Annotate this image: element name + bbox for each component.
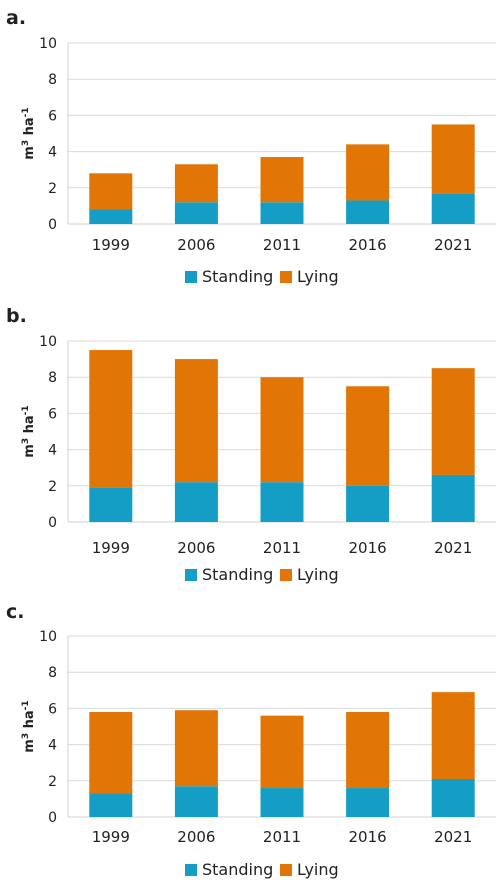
x-tick-label: 2021 xyxy=(434,828,472,846)
legend-label: Lying xyxy=(297,860,339,879)
chart-panel-1: a. 0 2 4 6 8 10 m3 ha-1 1999 2006 2011 2016 2021 Stan… xyxy=(6,7,496,286)
bar-lying xyxy=(174,710,218,787)
bar-lying xyxy=(89,173,133,210)
y-tick-label: 4 xyxy=(48,738,57,754)
bar-lying xyxy=(260,157,304,203)
bar-lying xyxy=(89,712,133,794)
bar-standing xyxy=(89,487,133,522)
y-axis-title: m3 ha-1 xyxy=(21,405,37,457)
bar-standing xyxy=(174,786,218,817)
y-tick-label: 6 xyxy=(48,701,57,717)
bar-standing xyxy=(89,209,133,224)
y-tick-label: 2 xyxy=(48,479,57,495)
panel-label: c. xyxy=(6,601,24,623)
bar-lying xyxy=(431,124,475,194)
legend: Standing Lying xyxy=(185,860,339,879)
legend: Standing Lying xyxy=(185,565,339,584)
y-tick-label: 6 xyxy=(48,108,57,124)
x-tick-label: 2016 xyxy=(349,236,387,254)
y-tick-label: 6 xyxy=(48,406,57,422)
y-tick-label: 4 xyxy=(48,443,57,459)
bar-standing xyxy=(89,793,133,817)
legend-swatch xyxy=(280,569,292,581)
bar-standing xyxy=(431,474,475,522)
bar-lying xyxy=(174,359,218,483)
x-tick-label: 2011 xyxy=(263,236,301,254)
bar-lying xyxy=(260,715,304,789)
y-tick-label: 4 xyxy=(48,145,57,161)
bar-lying xyxy=(346,712,390,789)
y-tick-label: 2 xyxy=(48,774,57,790)
bar-lying xyxy=(431,368,475,475)
panel-label: b. xyxy=(6,305,27,327)
legend-swatch xyxy=(185,569,197,581)
bar-lying xyxy=(260,377,304,483)
x-tick-label: 2011 xyxy=(263,828,301,846)
bar-standing xyxy=(346,788,390,817)
legend-label: Standing xyxy=(202,565,273,584)
x-tick-label: 1999 xyxy=(92,236,130,254)
bar-standing xyxy=(346,200,390,224)
y-tick-label: 10 xyxy=(39,629,57,645)
chart-panel-3: c. 0 2 4 6 8 10 m3 ha-1 1999 2006 2011 2016 2021 Stan… xyxy=(6,601,496,879)
panel-label: a. xyxy=(6,7,26,29)
chart-panel-2: b. 0 2 4 6 8 10 m3 ha-1 1999 2006 2011 2016 2021 Stan… xyxy=(6,305,496,584)
x-tick-label: 2021 xyxy=(434,539,472,557)
legend-label: Lying xyxy=(297,267,339,286)
y-tick-label: 2 xyxy=(48,181,57,197)
bar-standing xyxy=(431,778,475,817)
y-tick-label: 8 xyxy=(48,665,57,681)
legend-label: Lying xyxy=(297,565,339,584)
x-tick-label: 1999 xyxy=(92,539,130,557)
x-tick-label: 2006 xyxy=(177,236,215,254)
x-tick-label: 2011 xyxy=(263,539,301,557)
y-tick-label: 10 xyxy=(39,334,57,350)
x-tick-label: 2006 xyxy=(177,539,215,557)
bar-standing xyxy=(174,202,218,224)
legend-swatch xyxy=(280,271,292,283)
y-tick-label: 0 xyxy=(48,217,57,233)
legend-swatch xyxy=(280,864,292,876)
y-tick-label: 0 xyxy=(48,810,57,826)
x-tick-label: 2006 xyxy=(177,828,215,846)
legend-swatch xyxy=(185,271,197,283)
y-axis-title: m3 ha-1 xyxy=(21,700,37,752)
bar-standing xyxy=(174,482,218,522)
bar-standing xyxy=(346,485,390,522)
bar-lying xyxy=(89,350,133,488)
y-axis-title: m3 ha-1 xyxy=(21,107,37,159)
y-tick-label: 0 xyxy=(48,515,57,531)
bar-lying xyxy=(346,144,390,201)
x-tick-label: 2016 xyxy=(349,828,387,846)
y-tick-label: 8 xyxy=(48,72,57,88)
legend-label: Standing xyxy=(202,860,273,879)
bar-lying xyxy=(174,164,218,203)
bar-lying xyxy=(346,386,390,486)
bar-standing xyxy=(260,788,304,817)
y-tick-label: 8 xyxy=(48,370,57,386)
legend-label: Standing xyxy=(202,267,273,286)
legend-swatch xyxy=(185,864,197,876)
x-tick-label: 2016 xyxy=(349,539,387,557)
bar-lying xyxy=(431,692,475,779)
bar-standing xyxy=(260,482,304,522)
legend: Standing Lying xyxy=(185,267,339,286)
x-tick-label: 2021 xyxy=(434,236,472,254)
bar-standing xyxy=(260,202,304,224)
bar-standing xyxy=(431,193,475,224)
x-tick-label: 1999 xyxy=(92,828,130,846)
y-tick-label: 10 xyxy=(39,36,57,52)
